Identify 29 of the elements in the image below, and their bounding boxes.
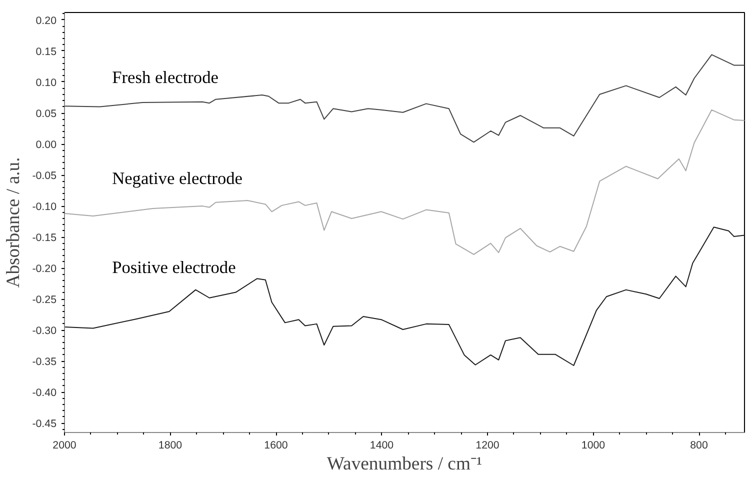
line-series [64, 109, 744, 255]
x-tick-label: 1400 [370, 440, 394, 452]
y-tick-label: -0.05 [32, 170, 57, 182]
x-tick-label: 800 [690, 440, 708, 452]
x-tick-label: 1000 [581, 440, 606, 452]
y-tick-label: -0.30 [32, 325, 57, 338]
line-series [64, 226, 744, 366]
y-tick-label: 0.00 [36, 139, 57, 152]
line-series [64, 54, 744, 143]
y-tick-label: -0.25 [32, 294, 57, 306]
y-tick-label: 0.15 [36, 46, 57, 58]
x-axis-title: Wavenumbers / cm⁻¹ [326, 454, 482, 474]
series-label: Negative electrode [112, 168, 243, 188]
x-tick-label: 1600 [264, 440, 288, 452]
y-tick-label: 0.20 [36, 14, 57, 27]
y-axis-title: Absorbance / a.u. [3, 157, 24, 288]
y-tick-label: -0.10 [32, 201, 57, 214]
y-tick-label: -0.15 [32, 232, 57, 244]
series-label: Fresh electrode [112, 68, 219, 87]
series-label: Positive electrode [112, 258, 236, 278]
x-tick-label: 1800 [158, 440, 182, 452]
y-tick-label: 0.10 [36, 76, 57, 89]
x-tick-label: 2000 [52, 440, 76, 452]
y-tick-label: -0.20 [32, 263, 57, 276]
y-tick-label: -0.35 [32, 356, 57, 368]
y-tick-label: 0.05 [36, 108, 57, 120]
y-tick-label: -0.40 [32, 387, 57, 400]
x-tick-label: 1200 [476, 440, 500, 452]
y-tick-label: -0.45 [32, 418, 57, 430]
